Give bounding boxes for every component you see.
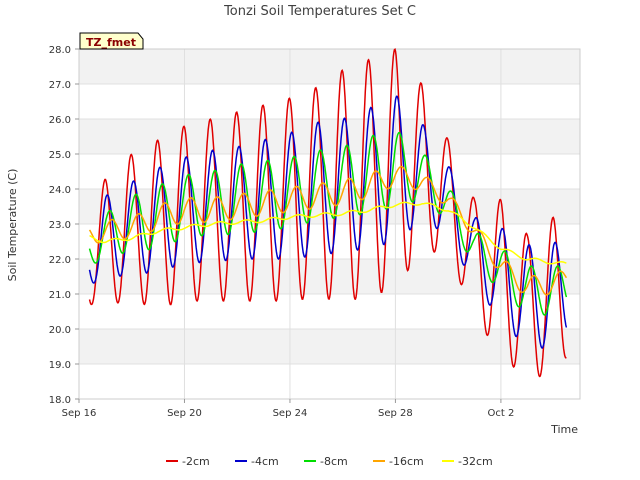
y-tick-label: 26.0 [49,115,71,126]
plot-band [79,329,580,364]
x-axis-label: Time [550,423,578,436]
plot-band [79,119,580,154]
series-line--4cm [88,95,568,349]
y-tick-label: 27.0 [49,80,71,91]
plot-band [79,49,580,84]
legend: -2cm -4cm -8cm -16cm -32cm [166,455,493,468]
y-tick-label: 22.0 [49,255,71,266]
y-tick-label: 21.0 [49,290,71,301]
y-tick-label: 23.0 [49,220,71,231]
y-tick-label: 19.0 [49,360,71,371]
legend-label: -16cm [389,455,424,468]
y-axis: 18.0 19.0 20.0 21.0 22.0 23.0 24.0 25.0 26.0 27.0… [49,45,79,406]
x-axis: Sep 16 Sep 20 Sep 24 Sep 28 Oct 2 [62,399,514,419]
series-line--32cm [89,201,567,265]
legend-label: -2cm [182,455,210,468]
y-tick-label: 24.0 [49,185,71,196]
series-line--2cm [88,47,567,378]
legend-label: -32cm [458,455,493,468]
x-tick-label: Oct 2 [487,408,514,419]
y-tick-label: 18.0 [49,395,71,406]
tag-box: TZ_fmet [79,32,144,50]
y-tick-label: 25.0 [49,150,71,161]
x-tick-label: Sep 20 [167,408,202,419]
tag-box-shape [79,32,144,50]
legend-label: -4cm [251,455,279,468]
tag-label: TZ_fmet [86,36,136,49]
y-tick-label: 20.0 [49,325,71,336]
x-tick-label: Sep 28 [378,408,413,419]
series-lines [88,47,568,378]
x-tick-label: Sep 24 [273,408,308,419]
series-line--16cm [88,165,568,296]
y-axis-label: Soil Temperature (C) [6,169,19,282]
chart-title: Tonzi Soil Temperatures Set C [223,4,416,19]
legend-label: -8cm [320,455,348,468]
y-tick-label: 28.0 [49,45,71,56]
x-tick-label: Sep 16 [62,408,97,419]
plot-band [79,259,580,294]
